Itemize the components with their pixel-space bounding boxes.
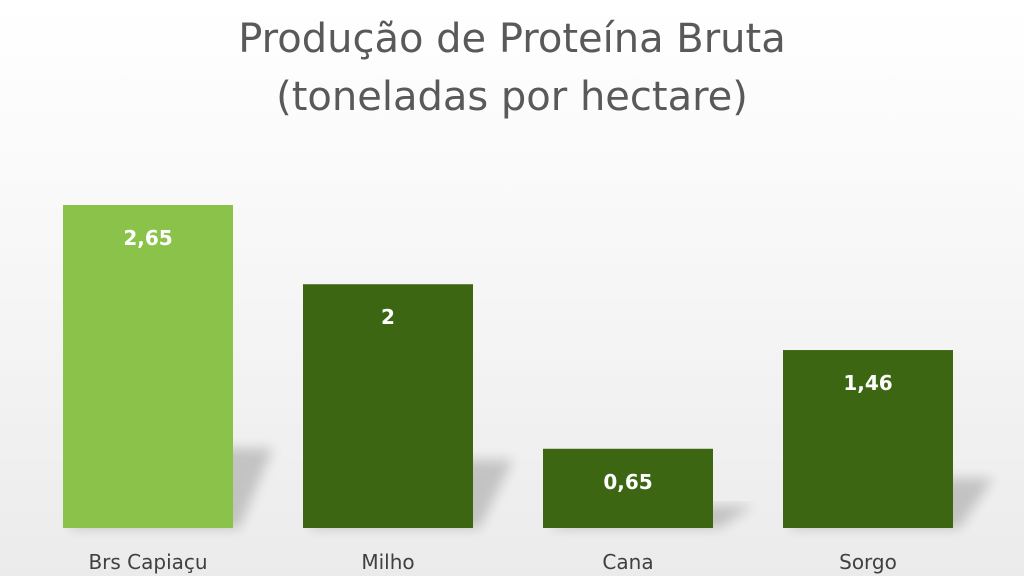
bars-group [63, 205, 953, 528]
chart-title-line-2: (toneladas por hectare) [276, 74, 748, 120]
data-label-1: 2 [381, 305, 395, 329]
data-labels-group: 2,65 2 0,65 1,46 [123, 226, 892, 494]
x-tick-label-2: Cana [602, 550, 653, 574]
bar-3 [783, 350, 953, 528]
bar-0 [63, 205, 233, 528]
chart-title-line-1: Produção de Proteína Bruta [238, 16, 786, 62]
chart-title: Produção de Proteína Bruta (toneladas po… [0, 10, 1024, 126]
data-label-0: 2,65 [123, 226, 172, 250]
data-label-3: 1,46 [843, 371, 892, 395]
data-label-2: 0,65 [603, 470, 652, 494]
x-tick-label-1: Milho [361, 550, 414, 574]
bar-2 [543, 448, 713, 528]
bar-1 [303, 284, 473, 528]
x-tick-label-0: Brs Capiaçu [88, 550, 207, 574]
x-tick-labels-group: Brs Capiaçu Milho Cana Sorgo [88, 550, 896, 574]
x-tick-label-3: Sorgo [839, 550, 897, 574]
